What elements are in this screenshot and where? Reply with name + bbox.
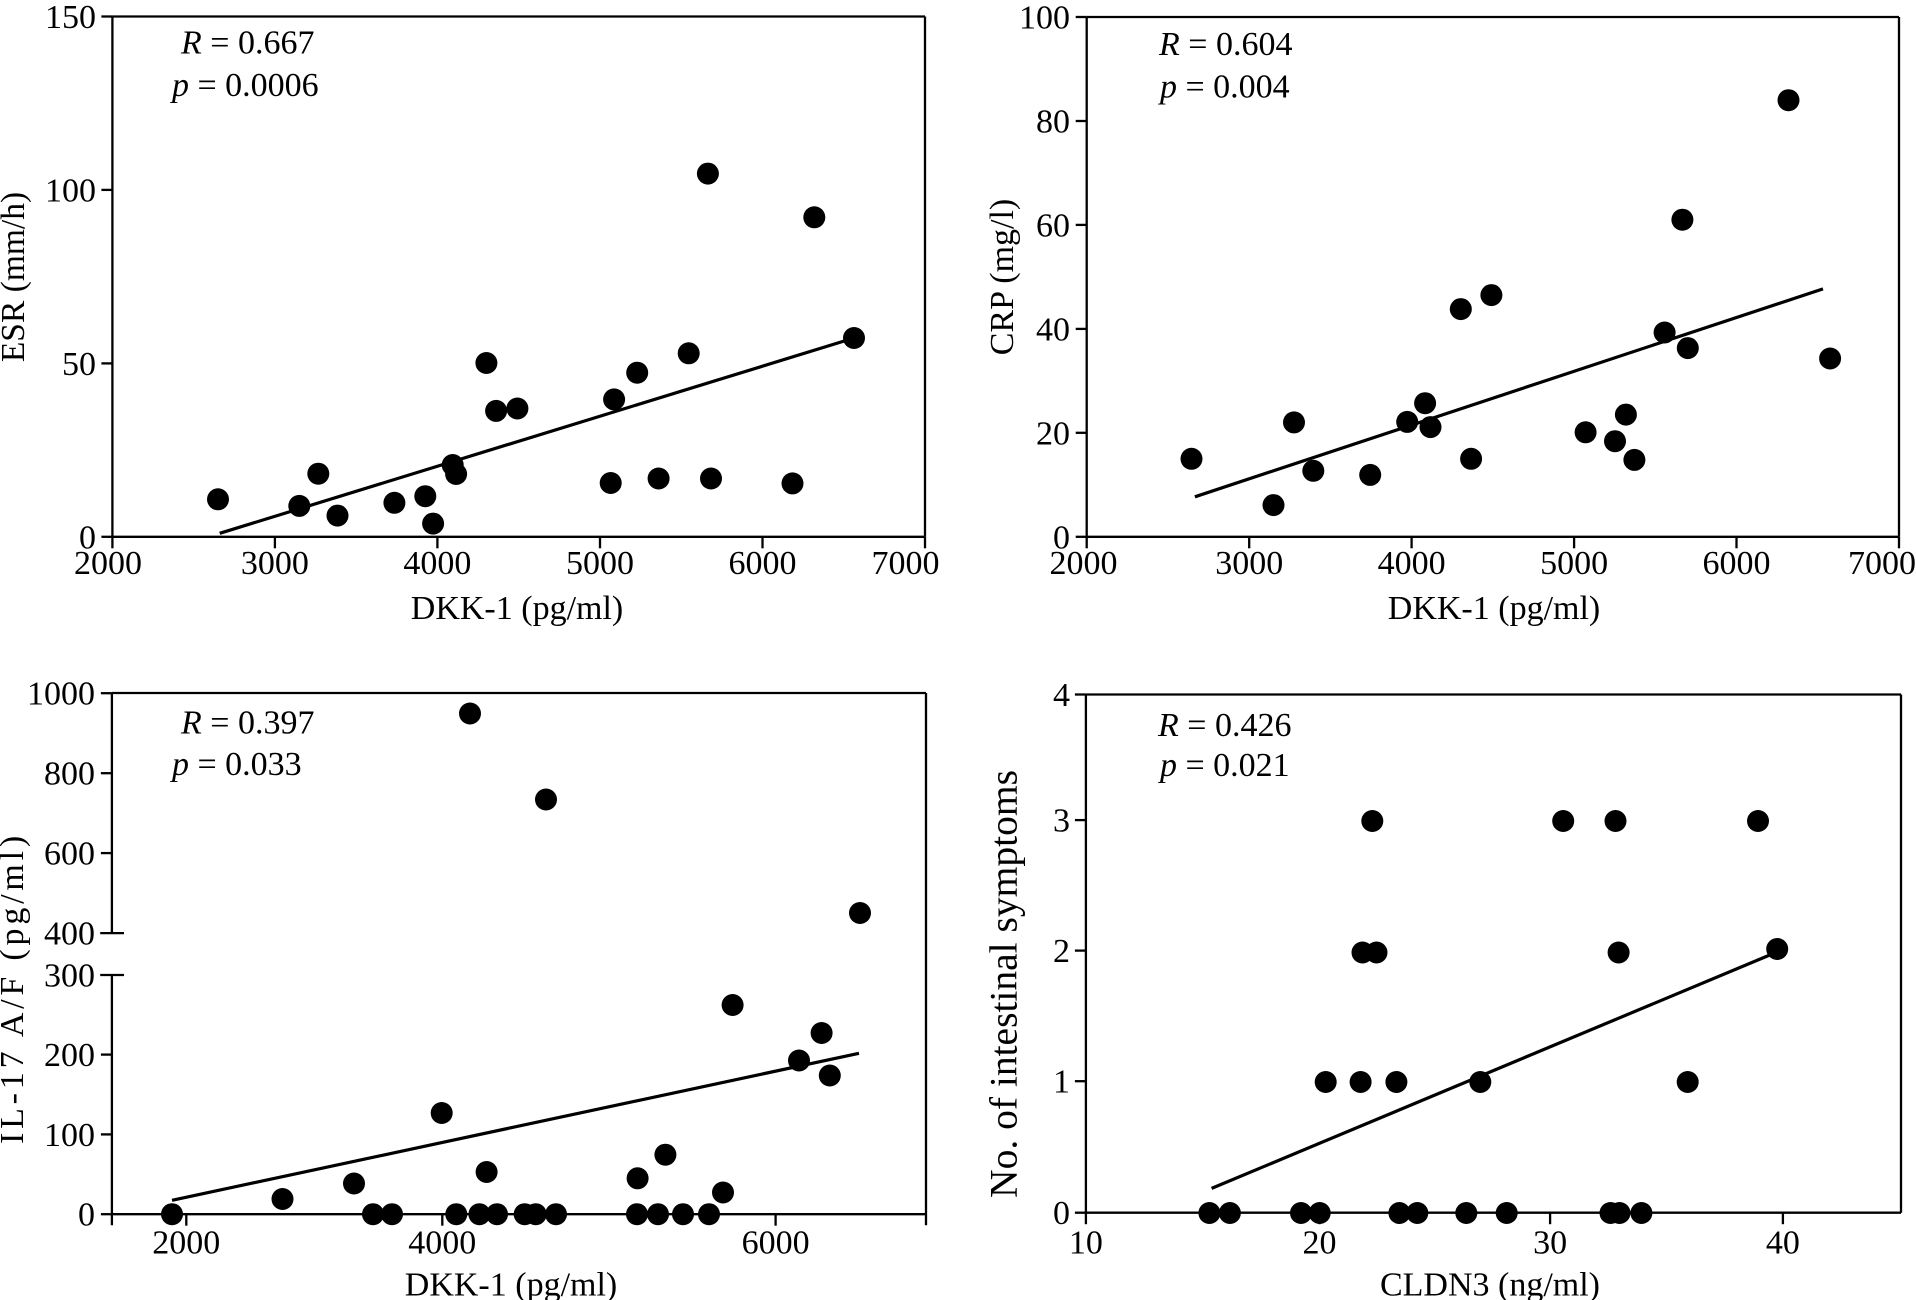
svg-text:5000: 5000 <box>1540 545 1608 582</box>
svg-text:0: 0 <box>1053 519 1070 556</box>
svg-text:p = 0.021: p = 0.021 <box>1158 747 1290 784</box>
svg-text:60: 60 <box>1036 207 1070 244</box>
svg-text:150: 150 <box>45 0 96 36</box>
svg-text:6000: 6000 <box>1703 545 1771 582</box>
svg-text:600: 600 <box>44 836 95 873</box>
svg-text:4000: 4000 <box>408 1225 476 1262</box>
svg-text:R = 0.604: R = 0.604 <box>1158 26 1292 63</box>
svg-text:CLDN3 (ng/ml): CLDN3 (ng/ml) <box>1380 1267 1600 1300</box>
svg-text:No. of intestinal symptoms: No. of intestinal symptoms <box>982 770 1026 1198</box>
svg-text:4000: 4000 <box>1378 545 1446 582</box>
svg-text:ESR (mm/h): ESR (mm/h) <box>0 192 32 362</box>
svg-text:IL-17 A/F (pg/ml): IL-17 A/F (pg/ml) <box>0 832 31 1144</box>
svg-text:20: 20 <box>1036 415 1070 452</box>
svg-text:40: 40 <box>1036 311 1070 348</box>
svg-text:3: 3 <box>1053 803 1070 840</box>
svg-text:100: 100 <box>1019 0 1070 37</box>
svg-text:50: 50 <box>62 346 96 383</box>
svg-text:300: 300 <box>44 958 95 995</box>
svg-text:7000: 7000 <box>1848 545 1916 582</box>
svg-text:100: 100 <box>44 1117 95 1154</box>
svg-text:10: 10 <box>1069 1225 1103 1262</box>
svg-text:0: 0 <box>78 1197 95 1234</box>
svg-text:1: 1 <box>1053 1064 1070 1101</box>
svg-text:2000: 2000 <box>1050 545 1118 582</box>
svg-text:80: 80 <box>1036 104 1070 141</box>
svg-text:R = 0.426: R = 0.426 <box>1157 707 1291 744</box>
svg-text:0: 0 <box>79 519 96 556</box>
svg-text:6000: 6000 <box>742 1225 810 1262</box>
svg-text:3000: 3000 <box>1215 545 1283 582</box>
svg-text:5000: 5000 <box>566 545 634 582</box>
svg-text:2000: 2000 <box>74 545 142 582</box>
svg-text:2000: 2000 <box>152 1225 220 1262</box>
svg-text:200: 200 <box>44 1037 95 1074</box>
svg-text:30: 30 <box>1533 1225 1567 1262</box>
svg-text:6000: 6000 <box>729 545 797 582</box>
svg-text:400: 400 <box>44 916 95 953</box>
svg-text:p = 0.0006: p = 0.0006 <box>170 67 319 104</box>
svg-text:100: 100 <box>45 172 96 209</box>
svg-text:DKK-1 (pg/ml): DKK-1 (pg/ml) <box>405 1267 617 1300</box>
svg-text:R = 0.397: R = 0.397 <box>180 705 314 742</box>
svg-text:0: 0 <box>1053 1195 1070 1232</box>
svg-text:7000: 7000 <box>872 545 940 582</box>
svg-text:20: 20 <box>1303 1225 1337 1262</box>
svg-text:800: 800 <box>44 756 95 793</box>
svg-text:CRP (mg/l): CRP (mg/l) <box>984 199 1021 356</box>
svg-text:4: 4 <box>1053 677 1070 714</box>
svg-text:1000: 1000 <box>27 676 95 713</box>
svg-text:p = 0.033: p = 0.033 <box>170 746 302 783</box>
svg-text:2: 2 <box>1053 933 1070 970</box>
svg-text:40: 40 <box>1766 1225 1800 1262</box>
svg-text:4000: 4000 <box>403 545 471 582</box>
svg-text:p = 0.004: p = 0.004 <box>1158 68 1290 105</box>
svg-text:R = 0.667: R = 0.667 <box>180 25 314 62</box>
svg-text:3000: 3000 <box>241 545 309 582</box>
svg-text:DKK-1 (pg/ml): DKK-1 (pg/ml) <box>411 590 623 627</box>
svg-text:DKK-1 (pg/ml): DKK-1 (pg/ml) <box>1388 590 1600 627</box>
